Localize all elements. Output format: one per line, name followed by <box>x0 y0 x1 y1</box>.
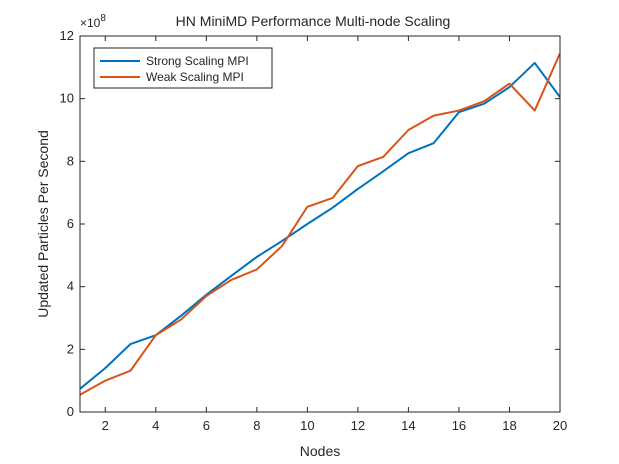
y-tick-label: 8 <box>67 153 74 168</box>
legend: Strong Scaling MPI Weak Scaling MPI <box>93 47 273 89</box>
legend-label-strong-scaling: Strong Scaling MPI <box>146 54 249 68</box>
legend-box <box>93 47 273 89</box>
x-tick-label: 12 <box>351 418 365 433</box>
chart-title: HN MiniMD Performance Multi-node Scaling <box>176 13 451 29</box>
y-exponent-base: ×10 <box>80 16 101 30</box>
y-tick-label: 4 <box>67 279 74 294</box>
legend-label-weak-scaling: Weak Scaling MPI <box>146 70 244 84</box>
x-tick-label: 18 <box>502 418 516 433</box>
series-line-weak-scaling-mpi <box>79 52 561 396</box>
y-tick-label: 6 <box>67 216 74 231</box>
x-tick-label: 16 <box>452 418 466 433</box>
x-tick-label: 20 <box>553 418 567 433</box>
y-exponent-label: ×108 <box>80 13 106 30</box>
y-exponent-power: 8 <box>100 13 106 24</box>
y-tick-label: 12 <box>60 28 74 43</box>
x-axis-ticks: 2 4 6 8 10 12 14 16 18 20 <box>102 36 567 433</box>
x-tick-label: 8 <box>253 418 260 433</box>
plot-area <box>80 36 560 412</box>
x-tick-label: 14 <box>401 418 415 433</box>
x-axis-label: Nodes <box>300 443 340 459</box>
y-axis-label: Updated Particles Per Second <box>35 130 51 318</box>
y-tick-label: 0 <box>67 404 74 419</box>
x-tick-label: 2 <box>102 418 109 433</box>
y-axis-ticks: 0 2 4 6 8 10 12 <box>60 28 560 419</box>
x-tick-label: 4 <box>152 418 159 433</box>
x-tick-label: 10 <box>300 418 314 433</box>
y-tick-label: 10 <box>60 91 74 106</box>
y-tick-label: 2 <box>67 341 74 356</box>
series-layer <box>79 52 561 396</box>
x-tick-label: 6 <box>203 418 210 433</box>
